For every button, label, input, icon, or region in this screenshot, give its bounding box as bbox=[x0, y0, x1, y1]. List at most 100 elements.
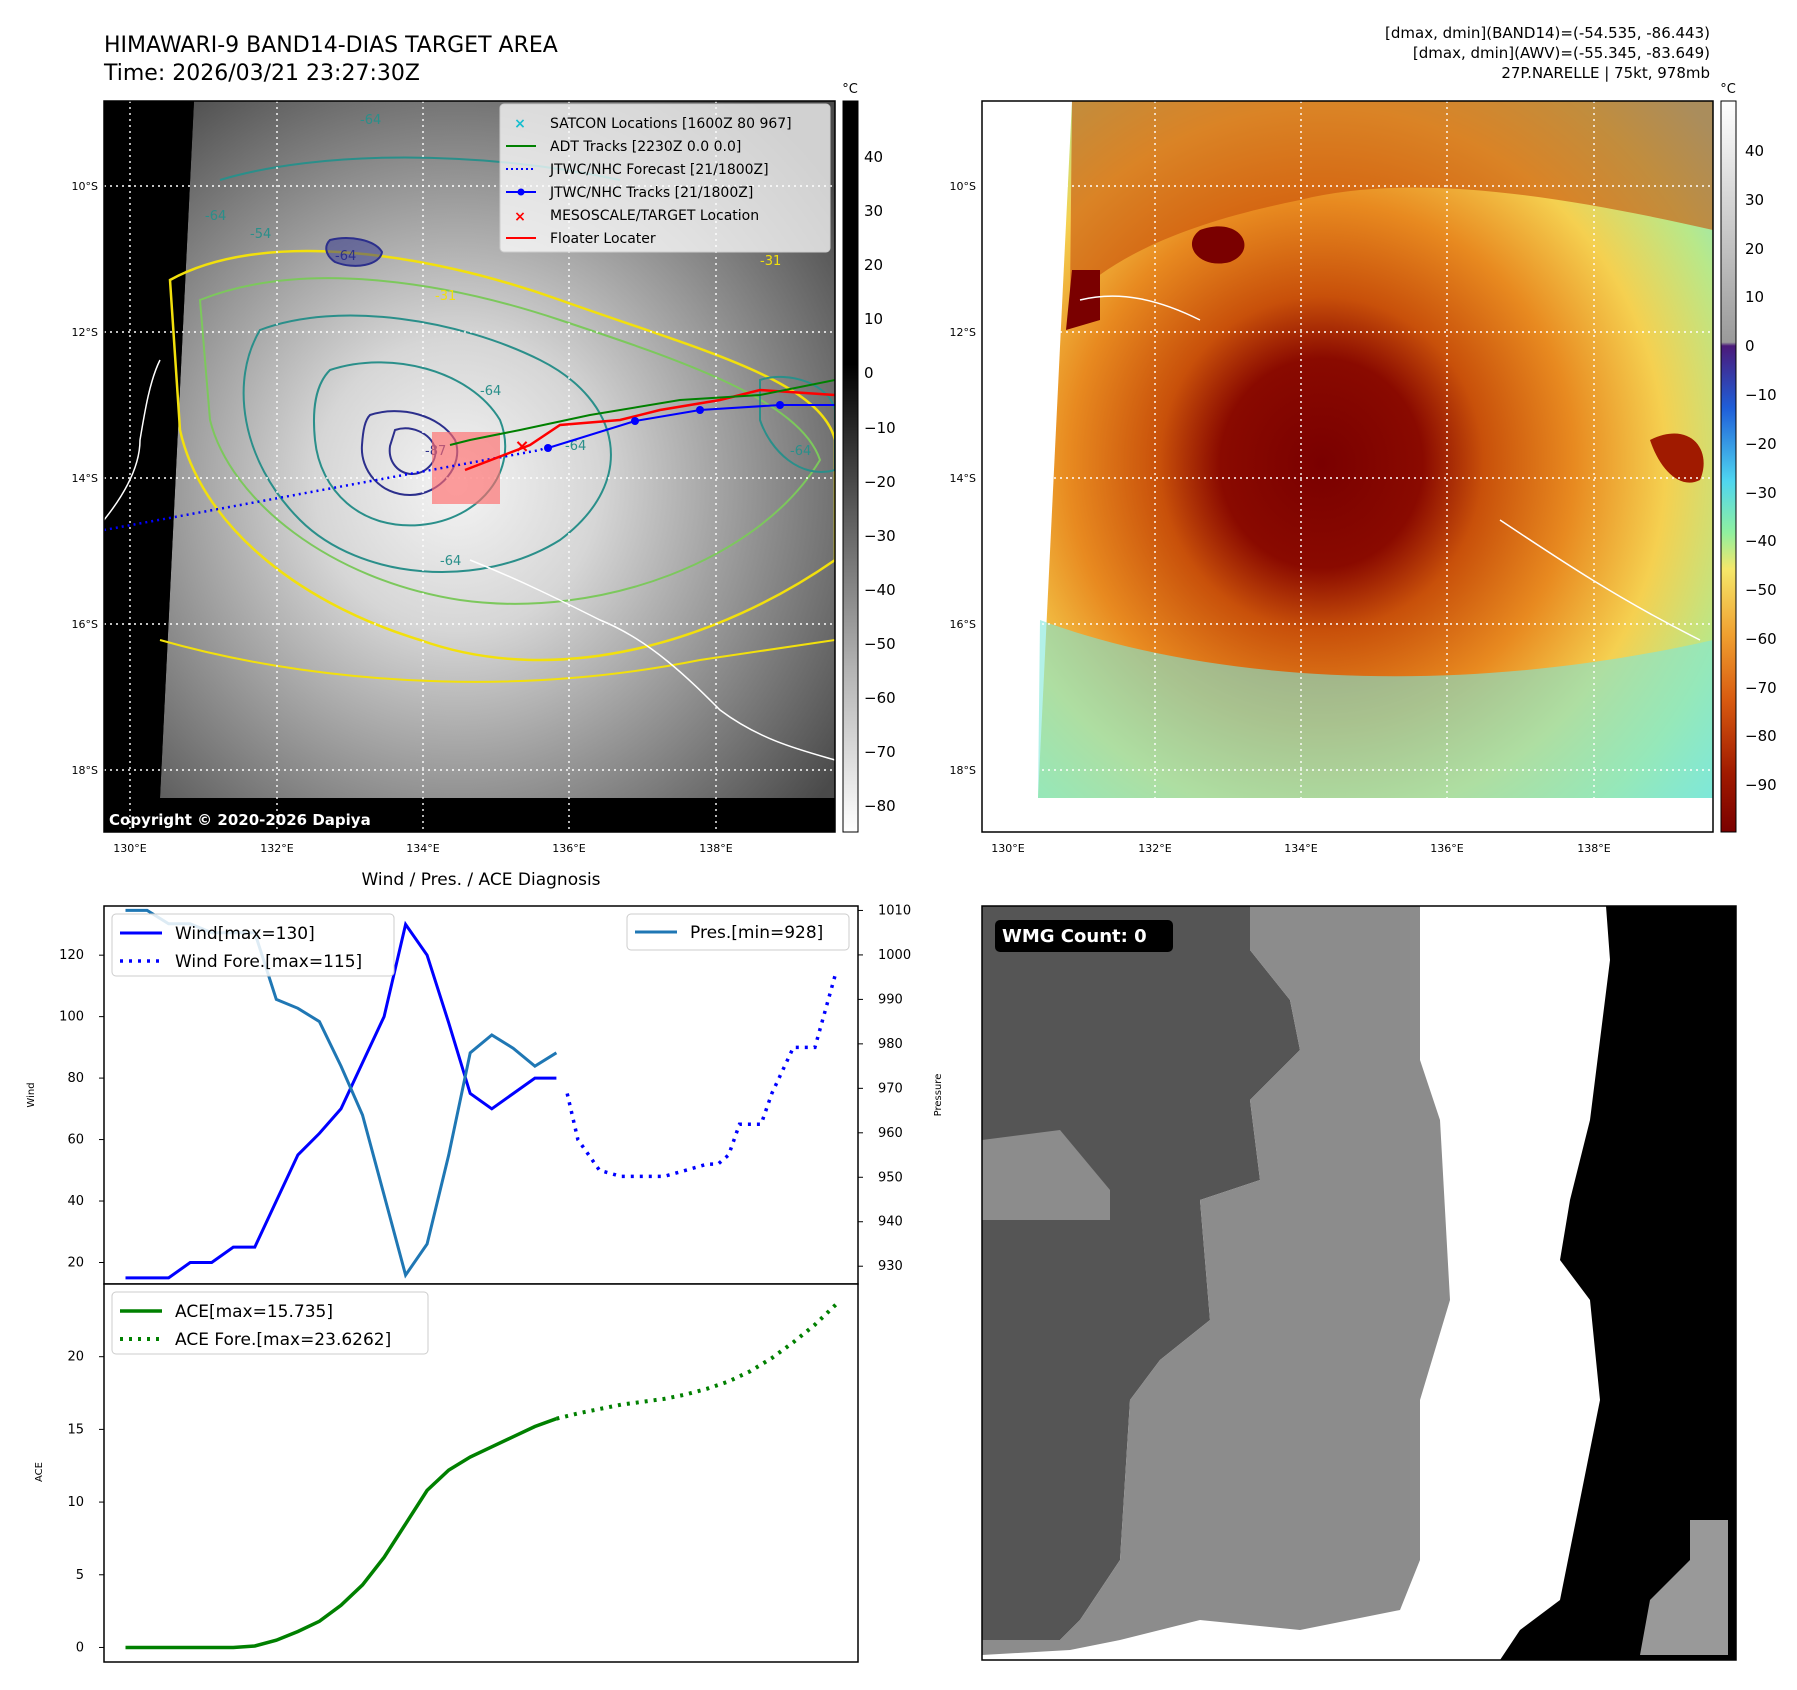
wmg-region-patch bbox=[982, 1130, 1110, 1220]
legend-item: SATCON Locations [1600Z 80 967] bbox=[550, 116, 792, 132]
jtwc-track-point bbox=[631, 417, 639, 425]
target-legend-marker: × bbox=[514, 209, 526, 225]
wmg-region-dark bbox=[982, 906, 1300, 1640]
lat-label: 14°S bbox=[950, 472, 976, 485]
lon-label: 136°E bbox=[552, 842, 585, 855]
lon-label: 138°E bbox=[699, 842, 732, 855]
target-area-box bbox=[432, 432, 500, 504]
lat-label: 18°S bbox=[72, 764, 98, 777]
legend-item: Wind Fore.[max=115] bbox=[175, 952, 362, 972]
contour-label: -31 bbox=[435, 289, 456, 304]
y-tick-label: 940 bbox=[878, 1215, 903, 1230]
wmg-count-label: WMG Count: 0 bbox=[1002, 926, 1147, 947]
wmg-region-mid bbox=[982, 906, 1450, 1655]
y-tick-label: 970 bbox=[878, 1081, 903, 1096]
adt-track bbox=[449, 379, 835, 446]
jtwc-track-point bbox=[696, 406, 704, 414]
y-tick-label: 10 bbox=[67, 1495, 84, 1510]
y-tick-label: 120 bbox=[59, 948, 84, 963]
y-tick-label: 960 bbox=[878, 1126, 903, 1141]
awv-range: [dmax, dmin](AWV)=(-55.345, -83.649) bbox=[1413, 44, 1710, 62]
y-tick-label: 990 bbox=[878, 992, 903, 1007]
colorbar-tick: 30 bbox=[864, 202, 883, 220]
colorbar-tick: 0 bbox=[1745, 337, 1755, 355]
colorbar-tick: 20 bbox=[864, 256, 883, 274]
colorbar-tick: 10 bbox=[1745, 288, 1764, 306]
colorbar-tick: −10 bbox=[1745, 386, 1777, 404]
ace-chart: ACE 0 5 10 15 20 ACE[max=15.735] ACE Fore.[m… bbox=[34, 1283, 859, 1663]
colorbar-tick: 20 bbox=[1745, 240, 1764, 258]
colorbar-tick: −40 bbox=[1745, 532, 1777, 550]
wind-pressure-chart: Wind Pressure 20 40 60 80 100 120 930 940 950 96… bbox=[26, 903, 944, 1285]
colorbar-tick: −50 bbox=[1745, 581, 1777, 599]
lat-label: 14°S bbox=[72, 472, 98, 485]
pressure-legend: Pres.[min=928] bbox=[626, 913, 850, 951]
wmg-count-badge bbox=[995, 920, 1173, 952]
legend-item: Pres.[min=928] bbox=[690, 923, 823, 943]
ace-forecast-series-line bbox=[555, 1302, 838, 1421]
y-tick-label: 930 bbox=[878, 1259, 903, 1274]
contour-label: -64 bbox=[565, 439, 586, 454]
legend-item: ADT Tracks [2230Z 0.0 0.0] bbox=[550, 139, 741, 155]
color-colorbar: °C 40 30 20 10 0 −10 −20 −30 −40 −50 −60… bbox=[1720, 82, 1777, 833]
lon-label: 130°E bbox=[113, 842, 146, 855]
lon-label: 134°E bbox=[406, 842, 439, 855]
contour-labels: -64 -64 -54 -31 -64 -31 -64 -64 -87 -64 … bbox=[205, 113, 811, 569]
lat-label: 16°S bbox=[72, 618, 98, 631]
ace-y-ticks: 0 5 10 15 20 bbox=[67, 1350, 104, 1655]
figure-title: HIMAWARI-9 BAND14-DIAS TARGET AREA bbox=[104, 33, 558, 58]
lat-label: 10°S bbox=[950, 180, 976, 193]
figure-time: Time: 2026/03/21 23:27:30Z bbox=[103, 61, 420, 86]
y-tick-label: 40 bbox=[67, 1194, 84, 1209]
colorbar-tick: −40 bbox=[864, 581, 896, 599]
wmg-region-light bbox=[1640, 1520, 1728, 1655]
wmg-panel: WMG Count: 0 bbox=[981, 905, 1737, 1661]
contour-label: -64 bbox=[360, 113, 381, 128]
color-gridlines bbox=[982, 101, 1713, 832]
colorbar-tick: −20 bbox=[1745, 435, 1777, 453]
contour-label: -64 bbox=[440, 554, 461, 569]
y-tick-label: 20 bbox=[67, 1350, 84, 1365]
colorbar-tick: −80 bbox=[864, 797, 896, 815]
wind-legend: Wind[max=130] Wind Fore.[max=115] bbox=[111, 913, 395, 977]
satcon-marker: × bbox=[514, 116, 526, 132]
legend-item: JTWC/NHC Tracks [21/1800Z] bbox=[549, 185, 753, 201]
lat-label: 12°S bbox=[72, 326, 98, 339]
lat-label: 12°S bbox=[950, 326, 976, 339]
colorbar-tick: −70 bbox=[1745, 679, 1777, 697]
copyright-text: Copyright © 2020-2026 Dapiya bbox=[109, 811, 371, 829]
mesoscale-target-marker: × bbox=[514, 436, 529, 457]
contour-label: -64 bbox=[335, 249, 356, 264]
jtwc-track-point bbox=[544, 444, 552, 452]
contour-label: -64 bbox=[480, 384, 501, 399]
diagnosis-title: Wind / Pres. / ACE Diagnosis bbox=[361, 870, 600, 890]
map-legend: × SATCON Locations [1600Z 80 967] ADT Tr… bbox=[499, 103, 831, 253]
y-tick-label: 15 bbox=[67, 1422, 84, 1437]
contour-label: -64 bbox=[790, 444, 811, 459]
y-tick-label: 80 bbox=[67, 1071, 84, 1086]
y-tick-label: 950 bbox=[878, 1170, 903, 1185]
wind-y-ticks: 20 40 60 80 100 120 bbox=[59, 948, 104, 1270]
pressure-y-ticks: 930 940 950 960 970 980 990 1000 1010 bbox=[858, 903, 911, 1274]
legend-item: JTWC/NHC Forecast [21/1800Z] bbox=[549, 162, 769, 178]
contour-label: -31 bbox=[760, 254, 781, 269]
lon-label: 132°E bbox=[1138, 842, 1171, 855]
legend-item: Wind[max=130] bbox=[175, 924, 315, 944]
ir-map-panel: -64 -64 -54 -31 -64 -31 -64 -64 -87 -64 … bbox=[72, 100, 836, 855]
colorbar-tick: 10 bbox=[864, 310, 883, 328]
lon-label: 134°E bbox=[1284, 842, 1317, 855]
lon-label: 136°E bbox=[1430, 842, 1463, 855]
color-ir-map-panel: 10°S 12°S 14°S 16°S 18°S 130°E 132°E 134… bbox=[950, 100, 1714, 855]
lon-label: 130°E bbox=[991, 842, 1024, 855]
y-tick-label: 980 bbox=[878, 1037, 903, 1052]
ace-series-line bbox=[125, 1417, 557, 1650]
y-tick-label: 1000 bbox=[878, 948, 911, 963]
colorbar-tick: −30 bbox=[864, 527, 896, 545]
colorbar-unit: °C bbox=[842, 82, 858, 97]
colorbar-tick: 40 bbox=[864, 148, 883, 166]
y-tick-label: 20 bbox=[67, 1255, 84, 1270]
pressure-axis-label: Pressure bbox=[933, 1074, 944, 1117]
lat-label: 16°S bbox=[950, 618, 976, 631]
legend-item: MESOSCALE/TARGET Location bbox=[550, 208, 759, 224]
